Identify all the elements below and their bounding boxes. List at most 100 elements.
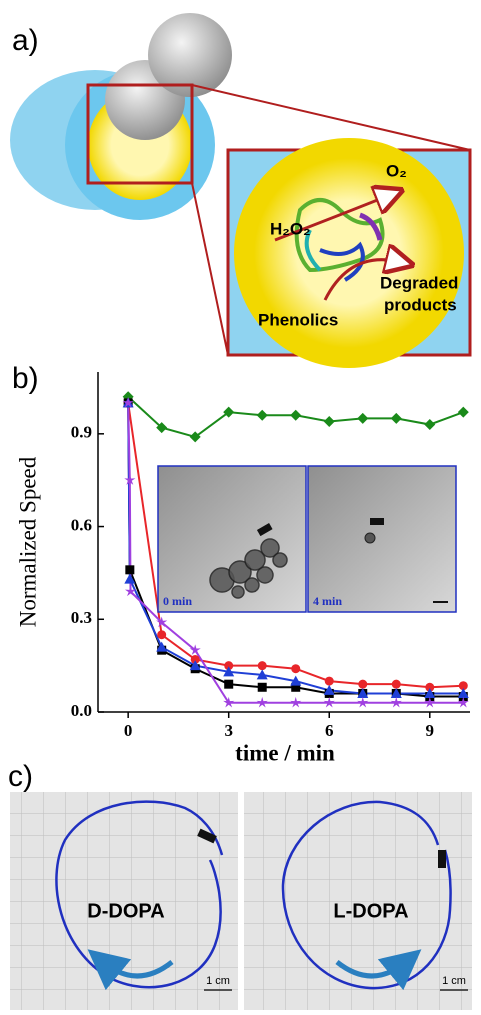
bubble (244, 549, 266, 571)
substrate-label: Phenolics (258, 310, 338, 329)
enzyme (294, 198, 385, 282)
scale-label: 1 cm (206, 975, 230, 987)
data-point (122, 397, 134, 408)
data-point (257, 661, 267, 671)
y-tick-label: 0.3 (71, 608, 92, 627)
data-point (424, 696, 436, 708)
product-label: O₂ (386, 161, 407, 180)
panel-label: a) (12, 24, 39, 57)
data-point (124, 585, 137, 597)
motor (370, 518, 384, 525)
condition-label: D-DOPA (87, 900, 164, 922)
data-point (458, 681, 468, 691)
arrow (323, 260, 400, 301)
data-point (425, 682, 435, 692)
data-point (291, 664, 301, 674)
inset-label: 4 min (313, 594, 342, 608)
data-point (223, 406, 235, 418)
data-point (357, 412, 369, 424)
data-point (290, 409, 302, 421)
data-point (189, 431, 201, 443)
motor (197, 828, 217, 844)
data-point (357, 687, 369, 698)
data-point (156, 422, 168, 434)
data-point (189, 644, 201, 655)
data-point (224, 679, 234, 689)
data-point (125, 565, 135, 575)
rotation-arrow (87, 949, 174, 991)
data-point (390, 696, 402, 708)
motor (256, 523, 273, 537)
data-point (190, 654, 200, 664)
data-point (290, 696, 302, 708)
product-label: Degraded (380, 273, 458, 292)
data-point (291, 682, 301, 692)
data-point (424, 687, 436, 698)
scale-label: 1 cm (442, 975, 466, 987)
panel-label: b) (12, 362, 39, 395)
bubble (260, 538, 280, 558)
bubble (364, 532, 376, 544)
y-tick-label: 0.6 (71, 515, 92, 534)
data-point (156, 641, 168, 652)
bubble (256, 566, 274, 584)
x-tick-label: 6 (325, 721, 334, 740)
rotation-arrow (335, 949, 422, 991)
data-point (223, 696, 235, 708)
bubble (272, 552, 288, 568)
data-point (324, 676, 334, 686)
panel-label: c) (8, 760, 33, 793)
panel-b: b) Normalized Speed time / min 0.0 0.3 0.6… (12, 362, 470, 765)
data-point (223, 666, 235, 677)
trajectory (55, 800, 224, 989)
data-point (323, 415, 335, 427)
bubble (231, 585, 245, 599)
y-tick-label: 0.0 (71, 701, 92, 720)
condition-label: L-DOPA (333, 900, 408, 922)
inset-label: 0 min (163, 594, 192, 608)
data-point (257, 682, 267, 692)
data-point (256, 669, 268, 680)
bubble (244, 577, 260, 593)
data-point (323, 696, 335, 708)
data-point (323, 684, 335, 695)
fit-line (127, 402, 464, 695)
panel-c: c) D-DOPA L-DOPA 1 cm 1 cm (8, 760, 472, 1010)
y-tick-label: 0.9 (71, 423, 92, 442)
x-tick-label: 0 (124, 721, 133, 740)
data-point (457, 406, 469, 418)
data-point (290, 675, 302, 686)
product-label: products (384, 295, 457, 314)
reagent-label: H₂O₂ (270, 219, 311, 238)
data-point (358, 679, 368, 689)
data-point (189, 660, 201, 671)
y-axis-label: Normalized Speed (15, 456, 40, 627)
data-point (357, 696, 369, 708)
x-tick-label: 3 (224, 721, 233, 740)
bubble (228, 560, 252, 584)
zoom-box (86, 83, 194, 185)
data-point (390, 687, 402, 698)
x-axis-label: time / min (235, 740, 335, 765)
zoom-line (191, 84, 471, 356)
sphere (148, 13, 232, 97)
inset-photo (307, 465, 457, 613)
data-point (390, 412, 402, 424)
data-point (156, 616, 168, 628)
data-point (157, 630, 167, 640)
data-point (457, 687, 469, 698)
data-point (457, 696, 469, 708)
panel-a: a) H₂O₂ O₂ Degraded products Phenolics (10, 13, 472, 368)
data-point (424, 419, 436, 431)
data-point (124, 573, 136, 584)
data-point (391, 679, 401, 689)
data-point (256, 696, 268, 708)
data-point (124, 474, 136, 485)
data-point (224, 661, 234, 671)
motor (438, 850, 446, 868)
x-tick-label: 9 (426, 721, 435, 740)
arrow (274, 195, 390, 242)
data-point (256, 409, 268, 421)
trajectory (281, 800, 452, 990)
